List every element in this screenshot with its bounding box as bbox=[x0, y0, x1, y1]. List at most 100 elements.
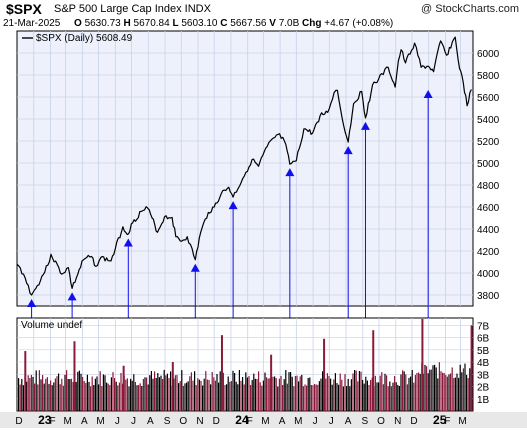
volume-bar bbox=[19, 384, 21, 411]
volume-bar bbox=[258, 371, 260, 411]
volume-bar bbox=[211, 371, 213, 411]
volume-bar bbox=[341, 379, 343, 411]
volume-bar bbox=[114, 378, 116, 411]
volume-bar bbox=[21, 378, 23, 411]
volume-bar bbox=[437, 378, 439, 411]
x-tick-label: A bbox=[345, 416, 352, 427]
x-axis: D 23F M A M J J A S O N D 24F M A M J J A S O N D 25F M bbox=[0, 412, 527, 428]
volume-bar bbox=[326, 373, 328, 411]
x-tick-label: 24 bbox=[235, 413, 249, 427]
volume-bar bbox=[189, 376, 191, 411]
price-y-tick-label: 4200 bbox=[477, 247, 500, 258]
volume-bar bbox=[283, 379, 285, 411]
volume-bar bbox=[280, 375, 282, 411]
volume-bar bbox=[453, 377, 455, 411]
volume-bar bbox=[331, 384, 333, 411]
volume-bar bbox=[379, 375, 381, 411]
volume-bar bbox=[72, 382, 74, 411]
volume-bar bbox=[38, 370, 40, 411]
x-tick-label: N bbox=[196, 416, 203, 427]
volume-bar bbox=[402, 370, 404, 411]
arrow-head bbox=[360, 121, 370, 130]
volume-bar bbox=[314, 384, 316, 411]
volume-bar bbox=[101, 386, 103, 411]
change-label: Chg bbox=[302, 18, 322, 29]
volume-bar bbox=[46, 377, 48, 411]
volume-bar bbox=[128, 386, 130, 411]
volume-bar bbox=[430, 369, 432, 411]
volume-bar bbox=[150, 370, 152, 411]
volume-bar bbox=[154, 371, 156, 411]
volume-bar bbox=[112, 372, 114, 411]
price-y-tick-label: 5000 bbox=[477, 159, 500, 170]
volume-bar bbox=[318, 381, 320, 411]
volume-bar bbox=[91, 376, 93, 411]
x-axis-band bbox=[0, 412, 527, 428]
volume-bar bbox=[158, 377, 160, 411]
volume-bar bbox=[242, 376, 244, 411]
volume-bar bbox=[98, 384, 100, 411]
volume-bar bbox=[285, 370, 287, 411]
close-value: 5667.56 bbox=[230, 18, 267, 29]
volume-bar bbox=[338, 384, 340, 411]
volume-bar bbox=[288, 372, 290, 411]
volume-bar bbox=[325, 378, 327, 411]
volume-bar bbox=[440, 371, 442, 411]
volume-bar bbox=[405, 374, 407, 411]
volume-bar bbox=[141, 386, 143, 411]
brand-watermark: @ StockCharts.com bbox=[421, 3, 519, 15]
volume-y-tick-label: 7B bbox=[477, 321, 490, 332]
volume-bar bbox=[96, 376, 98, 411]
volume-bar bbox=[413, 382, 415, 411]
arrow-head bbox=[123, 238, 133, 247]
volume-bar bbox=[133, 374, 135, 411]
volume-value: 7.0B bbox=[278, 18, 300, 29]
volume-bar bbox=[358, 371, 360, 411]
volume-bar bbox=[442, 372, 444, 411]
volume-bar bbox=[170, 371, 172, 411]
volume-bar bbox=[125, 379, 127, 411]
volume-bar bbox=[94, 378, 96, 411]
volume-bar bbox=[427, 373, 429, 411]
volume-bar bbox=[386, 375, 388, 411]
volume-bar bbox=[93, 384, 95, 411]
volume-bar bbox=[261, 385, 263, 411]
volume-y-tick-label: 5B bbox=[477, 346, 490, 357]
price-line bbox=[16, 36, 472, 296]
volume-bar bbox=[254, 378, 256, 411]
price-panel: 3800 4000 4200 4400 4600 4800 5000 5200 5400 5600… bbox=[16, 30, 500, 357]
volume-bar bbox=[250, 385, 252, 411]
volume-bar bbox=[77, 371, 79, 411]
volume-bar bbox=[206, 379, 208, 411]
volume-bar bbox=[58, 373, 60, 411]
volume-bar bbox=[243, 384, 245, 411]
volume-bar bbox=[330, 378, 332, 411]
volume-bar bbox=[406, 384, 408, 411]
volume-bar bbox=[224, 385, 226, 411]
volume-bar bbox=[144, 377, 146, 411]
volume-bar bbox=[336, 383, 338, 411]
volume-bar bbox=[136, 385, 138, 411]
volume-bar bbox=[456, 373, 458, 411]
volume-bar bbox=[37, 384, 39, 411]
volume-bar bbox=[230, 381, 232, 411]
volume-bar bbox=[352, 373, 354, 411]
volume-bar bbox=[157, 373, 159, 411]
volume-bar bbox=[302, 386, 304, 411]
volume-bar bbox=[403, 371, 405, 411]
volume-bar bbox=[469, 368, 471, 411]
volume-bar bbox=[134, 381, 136, 411]
x-tick-label: A bbox=[81, 416, 88, 427]
high-label: H bbox=[123, 18, 131, 29]
price-y-tick-label: 4600 bbox=[477, 203, 500, 214]
volume-bar bbox=[210, 384, 212, 411]
volume-bar bbox=[424, 364, 426, 411]
price-y-tick-label: 5200 bbox=[477, 137, 500, 148]
volume-bar bbox=[275, 378, 277, 411]
volume-bar bbox=[176, 374, 178, 411]
change-value: +4.67 (+0.08%) bbox=[324, 18, 394, 29]
volume-bar bbox=[69, 379, 71, 411]
quote-line: O 5630.73 H 5670.84 L 5603.10 C 5667.56 … bbox=[74, 18, 393, 29]
volume-bar bbox=[259, 382, 261, 411]
